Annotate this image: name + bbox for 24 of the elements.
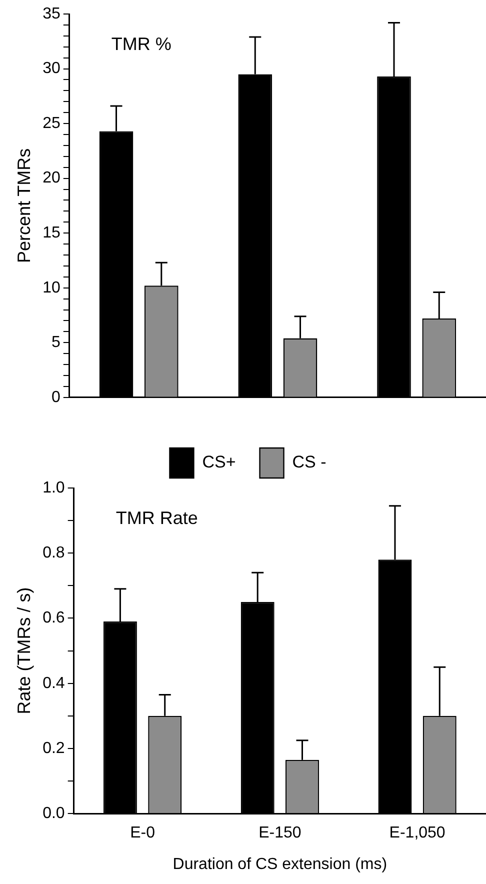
y-tick-label: 0.2: [42, 740, 65, 757]
y-tick-label: 25: [42, 114, 60, 132]
y-tick-label: 10: [42, 279, 60, 296]
y-axis-title: Percent TMRs: [14, 148, 34, 264]
x-tick-label: E-1,050: [389, 824, 446, 842]
y-tick-label: 30: [42, 60, 60, 78]
y-tick-label: 20: [42, 170, 60, 187]
y-tick-label: 0.8: [42, 544, 65, 562]
text: TMR Rate: [116, 508, 198, 528]
x-axis-title: Duration of CS extension (ms): [172, 856, 388, 873]
y-tick-label: 0.4: [42, 674, 65, 692]
y-tick-label: 0.0: [42, 805, 65, 822]
y-tick-label: 5: [51, 334, 60, 352]
legend-label: CS -: [292, 452, 326, 472]
text: TMR %: [111, 34, 172, 54]
legend-label: CS+: [202, 452, 236, 472]
x-tick-label: E-150: [258, 824, 302, 842]
y-tick-label: 0.6: [42, 610, 65, 627]
y-tick-label: 15: [42, 224, 60, 242]
y-tick-label: 35: [42, 5, 60, 22]
y-tick-label: 1.0: [42, 479, 65, 496]
y-axis-title: Rate (TMRs / s): [14, 587, 34, 714]
y-tick-label: 0: [51, 388, 60, 406]
x-tick-label: E-0: [130, 824, 156, 842]
